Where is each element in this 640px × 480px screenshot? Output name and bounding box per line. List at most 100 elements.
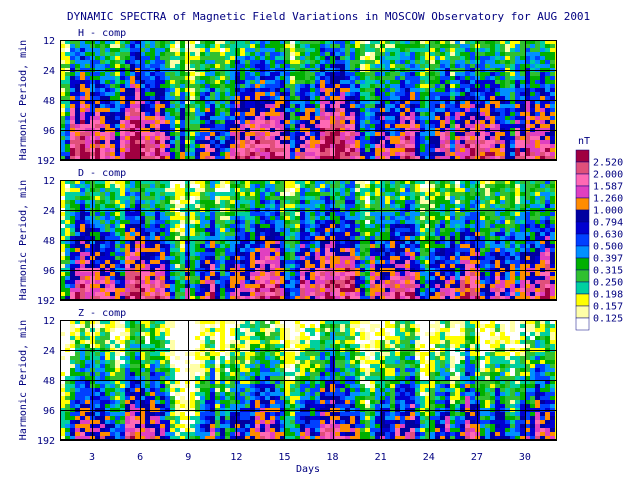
spectrum-cell — [110, 228, 115, 232]
spectrum-cell — [450, 44, 455, 48]
spectrum-cell — [105, 108, 110, 112]
spectrum-cell — [250, 88, 255, 92]
spectrum-cell — [495, 72, 500, 76]
spectrum-cell — [395, 64, 400, 68]
spectrum-cell — [325, 252, 330, 256]
spectrum-cell — [345, 264, 350, 268]
spectrum-cell — [230, 156, 235, 160]
spectrum-cell — [445, 64, 450, 68]
spectrum-cell — [175, 136, 180, 140]
spectrum-cell — [295, 112, 300, 116]
spectrum-cell — [270, 104, 275, 108]
spectrum-cell — [200, 40, 205, 44]
spectrum-cell — [85, 260, 90, 264]
spectrum-cell — [220, 192, 225, 196]
spectrum-cell — [175, 228, 180, 232]
spectrum-cell — [130, 284, 135, 288]
spectrum-cell — [75, 104, 80, 108]
spectrum-cell — [80, 132, 85, 136]
spectrum-cell — [180, 140, 185, 144]
spectrum-cell — [385, 40, 390, 44]
spectrum-cell — [80, 60, 85, 64]
spectrum-cell — [235, 148, 240, 152]
spectrum-cell — [505, 148, 510, 152]
spectrum-cell — [405, 40, 410, 44]
spectrum-cell — [210, 100, 215, 104]
spectrum-cell — [410, 228, 415, 232]
spectrum-cell — [360, 292, 365, 296]
spectrum-cell — [175, 96, 180, 100]
spectrum-cell — [115, 104, 120, 108]
spectrum-cell — [385, 180, 390, 184]
spectrum-cell — [390, 280, 395, 284]
spectrum-cell — [80, 292, 85, 296]
spectrum-cell — [215, 248, 220, 252]
spectrum-cell — [490, 108, 495, 112]
spectrum-cell — [335, 136, 340, 140]
spectrum-cell — [345, 52, 350, 56]
spectrum-cell — [70, 148, 75, 152]
spectrum-cell — [495, 136, 500, 140]
spectrum-cell — [405, 288, 410, 292]
spectrum-cell — [525, 44, 530, 48]
spectrum-cell — [415, 72, 420, 76]
spectrum-cell — [210, 76, 215, 80]
spectrum-cell — [165, 256, 170, 260]
spectrum-cell — [135, 224, 140, 228]
spectrum-cell — [415, 248, 420, 252]
spectrum-cell — [390, 196, 395, 200]
spectrum-cell — [540, 108, 545, 112]
spectrum-cell — [130, 144, 135, 148]
spectrum-cell — [245, 84, 250, 88]
spectrum-cell — [230, 180, 235, 184]
spectrum-cell — [480, 108, 485, 112]
spectrum-cell — [165, 124, 170, 128]
spectrum-cell — [115, 60, 120, 64]
spectrum-cell — [175, 152, 180, 156]
spectrum-cell — [360, 260, 365, 264]
spectrum-cell — [395, 228, 400, 232]
spectrum-cell — [95, 124, 100, 128]
spectrum-cell — [175, 44, 180, 48]
spectrum-cell — [415, 80, 420, 84]
spectrum-cell — [330, 136, 335, 140]
spectrum-cell — [195, 272, 200, 276]
spectrum-cell — [355, 136, 360, 140]
spectrum-cell — [255, 272, 260, 276]
spectrum-cell — [315, 196, 320, 200]
spectrum-cell — [250, 84, 255, 88]
spectrum-cell — [330, 152, 335, 156]
spectrum-cell — [215, 256, 220, 260]
spectrum-cell — [480, 64, 485, 68]
spectrum-cell — [440, 116, 445, 120]
spectrum-cell — [360, 272, 365, 276]
spectrum-cell — [320, 48, 325, 52]
spectrum-cell — [500, 64, 505, 68]
spectrum-cell — [335, 280, 340, 284]
spectrum-cell — [405, 204, 410, 208]
spectrum-cell — [160, 148, 165, 152]
spectrum-cell — [420, 220, 425, 224]
spectrum-cell — [240, 76, 245, 80]
spectrum-cell — [195, 276, 200, 280]
spectrum-cell — [265, 92, 270, 96]
spectrum-cell — [415, 148, 420, 152]
spectrum-cell — [300, 140, 305, 144]
spectrum-cell — [420, 184, 425, 188]
spectrum-cell — [465, 156, 470, 160]
spectrum-cell — [105, 48, 110, 52]
spectrum-cell — [430, 104, 435, 108]
spectrum-cell — [400, 48, 405, 52]
spectrum-cell — [320, 264, 325, 268]
spectrum-cell — [340, 200, 345, 204]
spectrum-cell — [200, 152, 205, 156]
spectrum-cell — [445, 60, 450, 64]
spectrum-cell — [170, 84, 175, 88]
spectrum-cell — [95, 192, 100, 196]
spectrum-cell — [175, 60, 180, 64]
spectrum-cell — [375, 216, 380, 220]
spectrum-cell — [470, 112, 475, 116]
spectrum-cell — [250, 280, 255, 284]
spectrum-cell — [495, 116, 500, 120]
spectrum-cell — [125, 124, 130, 128]
